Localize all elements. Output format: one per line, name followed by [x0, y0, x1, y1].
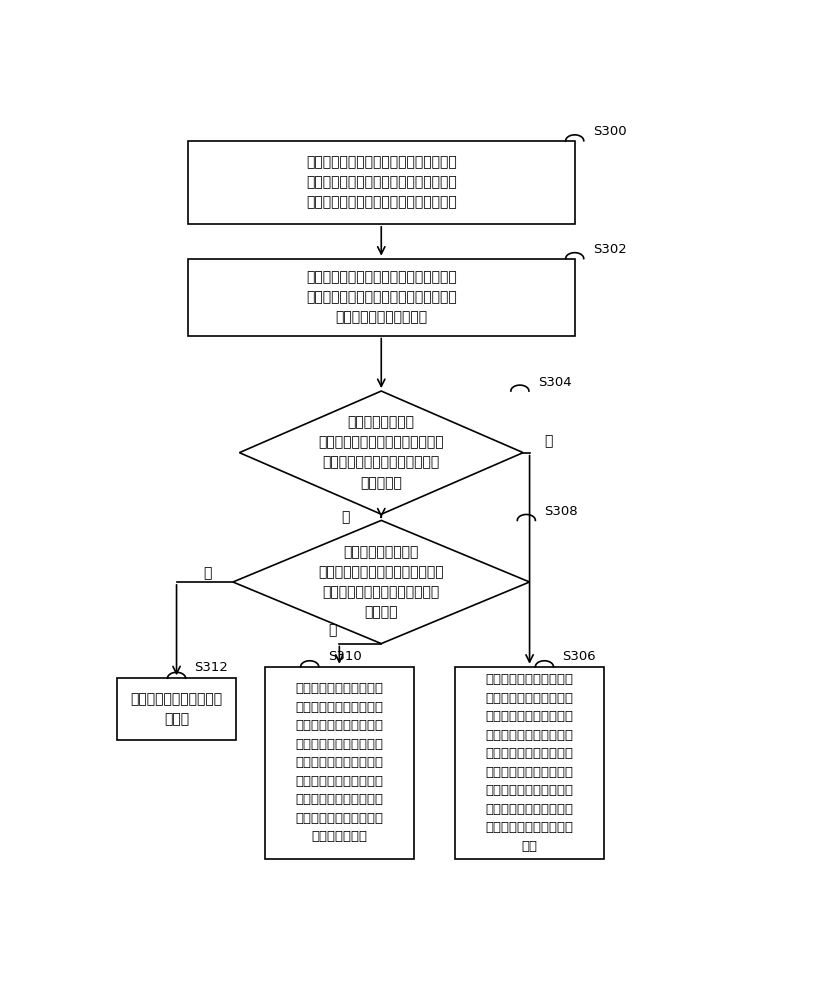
Text: S312: S312	[195, 661, 229, 674]
Polygon shape	[240, 391, 523, 514]
Text: 开启商品存储设备的取货
口，并通过所述商品存储
设备的传感器确定所述商
品存储设备内的商品的变
更信息；当确定所述商品
存储设备的取货口关闭时
，根据所述变更信: 开启商品存储设备的取货 口，并通过所述商品存储 设备的传感器确定所述商 品存储设…	[295, 682, 384, 843]
Text: 否: 否	[203, 566, 211, 580]
Text: 响应于用户的开启商品存储设备的请求，
通过生物特征采集设备获取用户的生物特
征，作为待匹配生物特征: 响应于用户的开启商品存储设备的请求， 通过生物特征采集设备获取用户的生物特 征，…	[306, 270, 457, 324]
Text: 在预先存储的各第二
用户的生物特征中，判断是否存在
与所述待匹配生物特征相匹配的
生物特征: 在预先存储的各第二 用户的生物特征中，判断是否存在 与所述待匹配生物特征相匹配的…	[319, 545, 444, 619]
Polygon shape	[233, 520, 530, 644]
Text: 响应于用户的注册请求，获取所述用户的
生物特征，生成所述用户的订单，将所述
生物特征与所述订单建立对应关系并存储: 响应于用户的注册请求，获取所述用户的 生物特征，生成所述用户的订单，将所述 生物…	[306, 155, 457, 209]
Text: 开启商品存储设备的取货
口，并，通过所述商品存
储设备的传感器确定所述
商品存储设备内的商品变
更信息；当确定所述商品
存储设备的取货口关闭时
，根据所述商品变: 开启商品存储设备的取货 口，并，通过所述商品存 储设备的传感器确定所述 商品存储…	[486, 673, 573, 853]
Text: 是: 是	[329, 623, 337, 637]
Text: S306: S306	[562, 650, 596, 663]
Text: S310: S310	[328, 650, 361, 663]
FancyBboxPatch shape	[265, 667, 414, 859]
Text: S308: S308	[544, 505, 578, 518]
FancyBboxPatch shape	[116, 678, 236, 740]
Text: S300: S300	[592, 125, 626, 138]
Text: 拒绝开启商品存储设备的
取货口: 拒绝开启商品存储设备的 取货口	[131, 692, 223, 726]
FancyBboxPatch shape	[188, 141, 575, 224]
FancyBboxPatch shape	[188, 259, 575, 336]
Text: S304: S304	[538, 376, 572, 389]
FancyBboxPatch shape	[455, 667, 604, 859]
Text: 是: 是	[545, 434, 553, 448]
Text: S302: S302	[592, 243, 626, 256]
Text: 在预先存储的各第
一用户的生物特征中，判断是否存
在与所述待匹配生物特征相匹配
的生物特征: 在预先存储的各第 一用户的生物特征中，判断是否存 在与所述待匹配生物特征相匹配 …	[319, 416, 444, 490]
Text: 否: 否	[342, 510, 350, 524]
